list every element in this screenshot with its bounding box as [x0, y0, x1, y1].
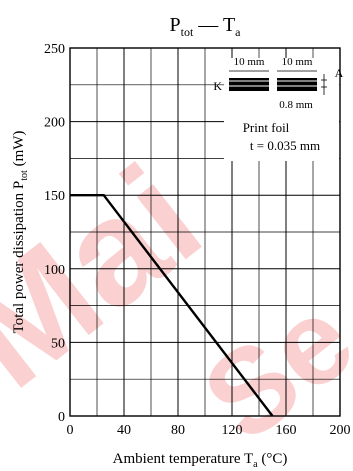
y-tick-label: 100 — [44, 263, 65, 278]
inset-diagram: 10 mm 10 mm K A 0.8 mm Print foil t = 0.… — [213, 56, 344, 161]
inset-pad-right — [277, 78, 317, 91]
inset-gap-dim: 0.8 mm — [279, 99, 313, 111]
y-tick-label: 250 — [44, 42, 65, 57]
x-tick-label: 80 — [171, 423, 185, 438]
inset-dim-left: 10 mm — [234, 56, 265, 68]
series-line — [70, 193, 274, 417]
inset-note-line2: t = 0.035 mm — [250, 138, 320, 153]
inset-pad-left — [229, 78, 269, 91]
y-axis-label: Total power dissipation Ptot (mW) — [11, 131, 30, 334]
x-tick-label: 40 — [117, 423, 131, 438]
x-tick-label: 160 — [276, 423, 297, 438]
y-tick-label: 0 — [58, 410, 65, 425]
inset-label-a: A — [335, 66, 344, 80]
inset-label-k: K — [213, 79, 222, 93]
x-tick-label: 200 — [330, 423, 351, 438]
plot-frame — [69, 47, 341, 417]
chart-title: Ptot — Ta — [170, 14, 242, 39]
y-tick-label: 150 — [44, 189, 65, 204]
inset-dim-right: 10 mm — [282, 56, 313, 68]
x-tick-label: 0 — [67, 423, 74, 438]
inset-note-line1: Print foil — [243, 120, 290, 135]
x-axis-label: Ambient temperature Ta (°C) — [113, 451, 288, 470]
x-tick-label: 120 — [222, 423, 243, 438]
y-tick-label: 50 — [51, 336, 65, 351]
y-tick-label: 200 — [44, 116, 65, 131]
